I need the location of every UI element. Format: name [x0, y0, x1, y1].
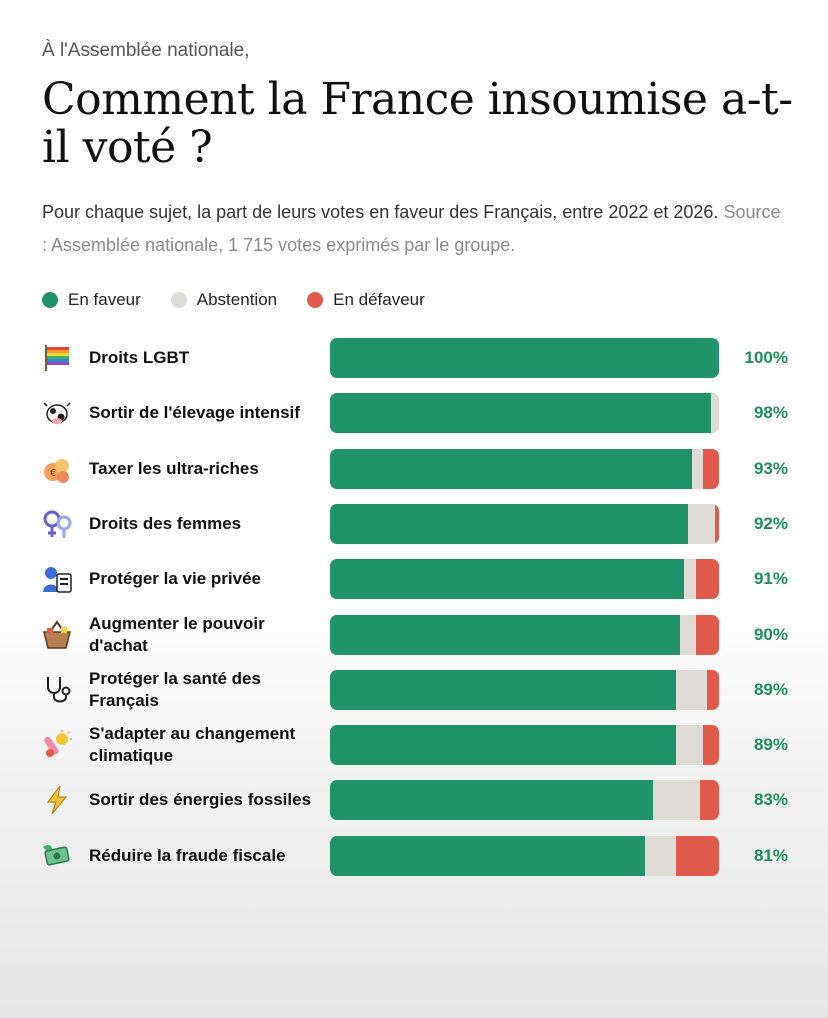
bar-segment-against [695, 559, 719, 600]
legend-label: En faveur [68, 290, 141, 309]
legend-swatch [42, 292, 58, 308]
subtitle-text: Pour chaque sujet, la part de leurs vote… [42, 202, 719, 222]
category-label: Droits des femmes [89, 513, 242, 533]
value-label: 100% [744, 348, 788, 367]
value-label: 93% [753, 458, 788, 478]
stacked-bar [330, 835, 719, 876]
banknote-leaf-icon [40, 839, 74, 873]
legend-label: Abstention [196, 290, 278, 309]
rainbow-flag-icon [40, 341, 74, 375]
bar-segment-favor [330, 669, 677, 710]
legend-item-2: En défaveur [307, 290, 425, 310]
stacked-bar [330, 338, 719, 378]
bar-segment-abstention [683, 559, 696, 600]
bar-segment-favor [330, 835, 646, 876]
chart-row: € Taxer les ultra-riches 93% [0, 447, 828, 491]
bar-segment-favor [330, 559, 684, 600]
chart-row: S'adapter au changement climatique 89% [0, 723, 828, 767]
bar-segment-favor [330, 503, 688, 544]
stacked-bar [330, 503, 719, 544]
bar-segment-abstention [680, 614, 696, 655]
shopping-basket-icon [40, 618, 74, 652]
value-label: 90% [753, 624, 788, 644]
chart-title: Comment la France insoumise a-t-il voté … [42, 74, 793, 173]
bar-segment-abstention [645, 835, 677, 876]
category-label: Protéger la vie privée [89, 569, 261, 589]
legend-swatch [307, 292, 324, 308]
chart-subtitle: Pour chaque sujet, la part de leurs vote… [42, 196, 782, 262]
bar-segment-favor [330, 725, 677, 766]
stethoscope-icon [40, 673, 74, 707]
bar-segment-abstention [687, 503, 716, 544]
legend-swatch [170, 292, 187, 308]
category-label: Augmenter le pouvoir d'achat [89, 613, 265, 655]
stacked-bar [330, 725, 719, 766]
value-label: 89% [753, 679, 788, 699]
category-label: S'adapter au changement climatique [89, 724, 296, 766]
bar-segment-against [703, 448, 719, 489]
stacked-bar [330, 780, 719, 821]
bar-segment-abstention [676, 669, 708, 710]
chart-row: Droits des femmes 92% [0, 502, 828, 546]
stacked-bar [330, 614, 719, 655]
value-label: 89% [753, 735, 788, 755]
value-label: 81% [753, 845, 788, 865]
person-with-id-card-icon [40, 562, 74, 596]
bar-segment-favor [330, 448, 692, 489]
bar-segment-against [695, 614, 719, 655]
svg-text:€: € [50, 468, 56, 479]
category-label: Sortir des énergies fossiles [89, 790, 312, 810]
value-label: 83% [753, 790, 788, 810]
chart-row: Sortir des énergies fossiles 83% [0, 778, 828, 822]
category-label: Droits LGBT [89, 348, 190, 367]
bar-segment-abstention [691, 448, 704, 489]
bar-segment-abstention [652, 780, 700, 821]
lightning-bolt-icon [40, 783, 74, 817]
stacked-bar [330, 559, 719, 600]
chart-row: Réduire la fraude fiscale 81% [0, 834, 828, 878]
value-label: 98% [753, 403, 788, 423]
money-bag-icon: € [40, 452, 74, 486]
kicker-text: À l'Assemblée nationale, [42, 40, 250, 61]
chart-row: Protéger la vie privée 91% [0, 557, 828, 601]
legend-label: En défaveur [333, 290, 425, 309]
source-note: Source : Assemblée nationale, 1 715 vote… [42, 202, 781, 255]
value-label: 92% [753, 513, 788, 533]
bar-segment-favor [330, 393, 712, 434]
bar-segment-abstention [676, 725, 704, 766]
bar-segment-against [676, 835, 719, 876]
cow-icon [40, 396, 74, 430]
chart-row: Sortir de l'élevage intensif 98% [0, 391, 828, 435]
stacked-bar [330, 393, 719, 434]
bar-segment-favor [330, 338, 719, 378]
bar-segment-against [699, 780, 719, 821]
category-label: Taxer les ultra-riches [89, 458, 259, 478]
bar-segment-favor [330, 780, 653, 821]
sun-thermometer-icon [40, 728, 74, 762]
category-label: Protéger la santé des Français [89, 668, 261, 710]
legend-item-0: En faveur [42, 290, 141, 310]
bar-segment-against [707, 669, 719, 710]
chart-row: Augmenter le pouvoir d'achat 90% [0, 613, 828, 657]
category-label: Réduire la fraude fiscale [89, 845, 286, 865]
legend-item-1: Abstention [170, 290, 278, 310]
category-label: Sortir de l'élevage intensif [89, 403, 300, 423]
value-label: 91% [753, 569, 788, 589]
chart-row: Droits LGBT 100% [0, 336, 828, 380]
stacked-bar [330, 669, 719, 710]
venus-symbol-icon [40, 507, 74, 541]
bar-segment-favor [330, 614, 681, 655]
bar-segment-against [703, 725, 719, 766]
chart-row: Protéger la santé des Français 89% [0, 668, 828, 712]
stacked-bar [330, 448, 719, 489]
bar-segment-abstention [711, 393, 719, 434]
bar-segment-against [715, 503, 719, 544]
chart-legend: En faveur Abstention En défaveur [42, 290, 455, 310]
